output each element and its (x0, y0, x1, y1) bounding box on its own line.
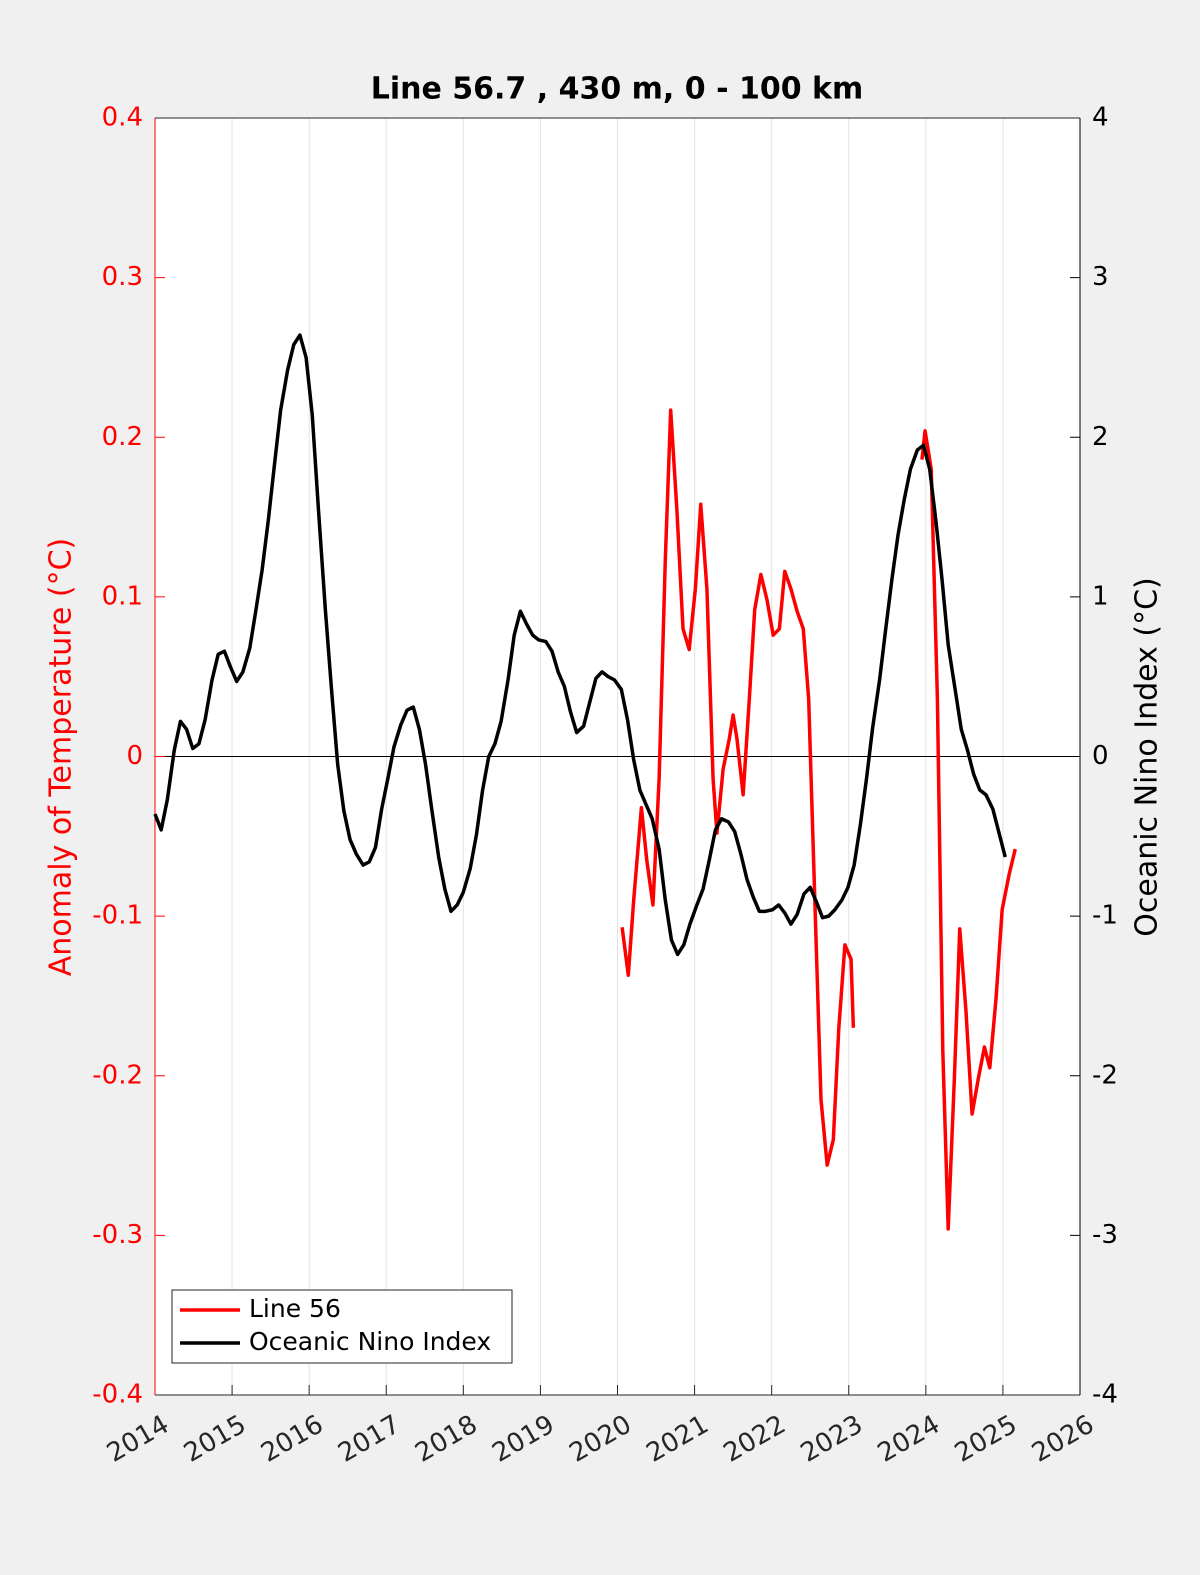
y-tick-label: 0.2 (102, 422, 143, 452)
y-tick-label: 0.1 (102, 581, 143, 611)
x-tick-label: 2025 (950, 1410, 1022, 1469)
legend-box (171, 1289, 513, 1364)
legend-label: Oceanic Nino Index (249, 1327, 491, 1356)
x-tick-label: 2019 (487, 1410, 559, 1469)
data-line (620, 408, 1017, 1231)
y-tick-label: -0.4 (92, 1380, 143, 1410)
x-tick-label: 2015 (179, 1410, 251, 1469)
x-tick-label: 2022 (719, 1410, 791, 1469)
x-tick-label: 2018 (410, 1410, 482, 1469)
y2-tick-label: -2 (1092, 1060, 1118, 1090)
y2-tick-label: 3 (1092, 262, 1109, 292)
x-tick-label: 2021 (642, 1410, 714, 1469)
y-tick-label: 0.4 (102, 103, 143, 133)
y2-tick-label: -1 (1092, 901, 1118, 931)
x-tick-label: 2026 (1027, 1410, 1099, 1469)
y2-tick-label: 2 (1092, 422, 1109, 452)
y2-axis-label: Oceanic Nino Index (°C) (1130, 577, 1165, 937)
legend-label: Line 56 (249, 1294, 341, 1323)
x-tick-label: 2020 (564, 1410, 636, 1469)
y-tick-label: 0.3 (102, 262, 143, 292)
x-tick-label: 2024 (873, 1410, 945, 1469)
x-tick-label: 2017 (333, 1410, 405, 1469)
y2-tick-label: -3 (1092, 1220, 1118, 1250)
x-tick-label: 2014 (102, 1410, 174, 1469)
y-tick-label: 0 (126, 741, 143, 771)
y-tick-label: -0.3 (92, 1220, 143, 1250)
y-tick-label: -0.2 (92, 1060, 143, 1090)
y-tick-label: -0.1 (92, 901, 143, 931)
data-line (153, 333, 1007, 957)
y2-tick-label: -4 (1092, 1380, 1118, 1410)
x-tick-label: 2016 (256, 1410, 328, 1469)
y2-tick-label: 4 (1092, 103, 1109, 133)
chart-title: Line 56.7 , 430 m, 0 - 100 km (371, 72, 864, 107)
underlay (154, 118, 1081, 1395)
y-axis-label: Anomaly of Temperature (°C) (44, 538, 79, 977)
y2-tick-label: 0 (1092, 741, 1109, 771)
y2-tick-label: 1 (1092, 581, 1109, 611)
x-tick-label: 2023 (796, 1410, 868, 1469)
